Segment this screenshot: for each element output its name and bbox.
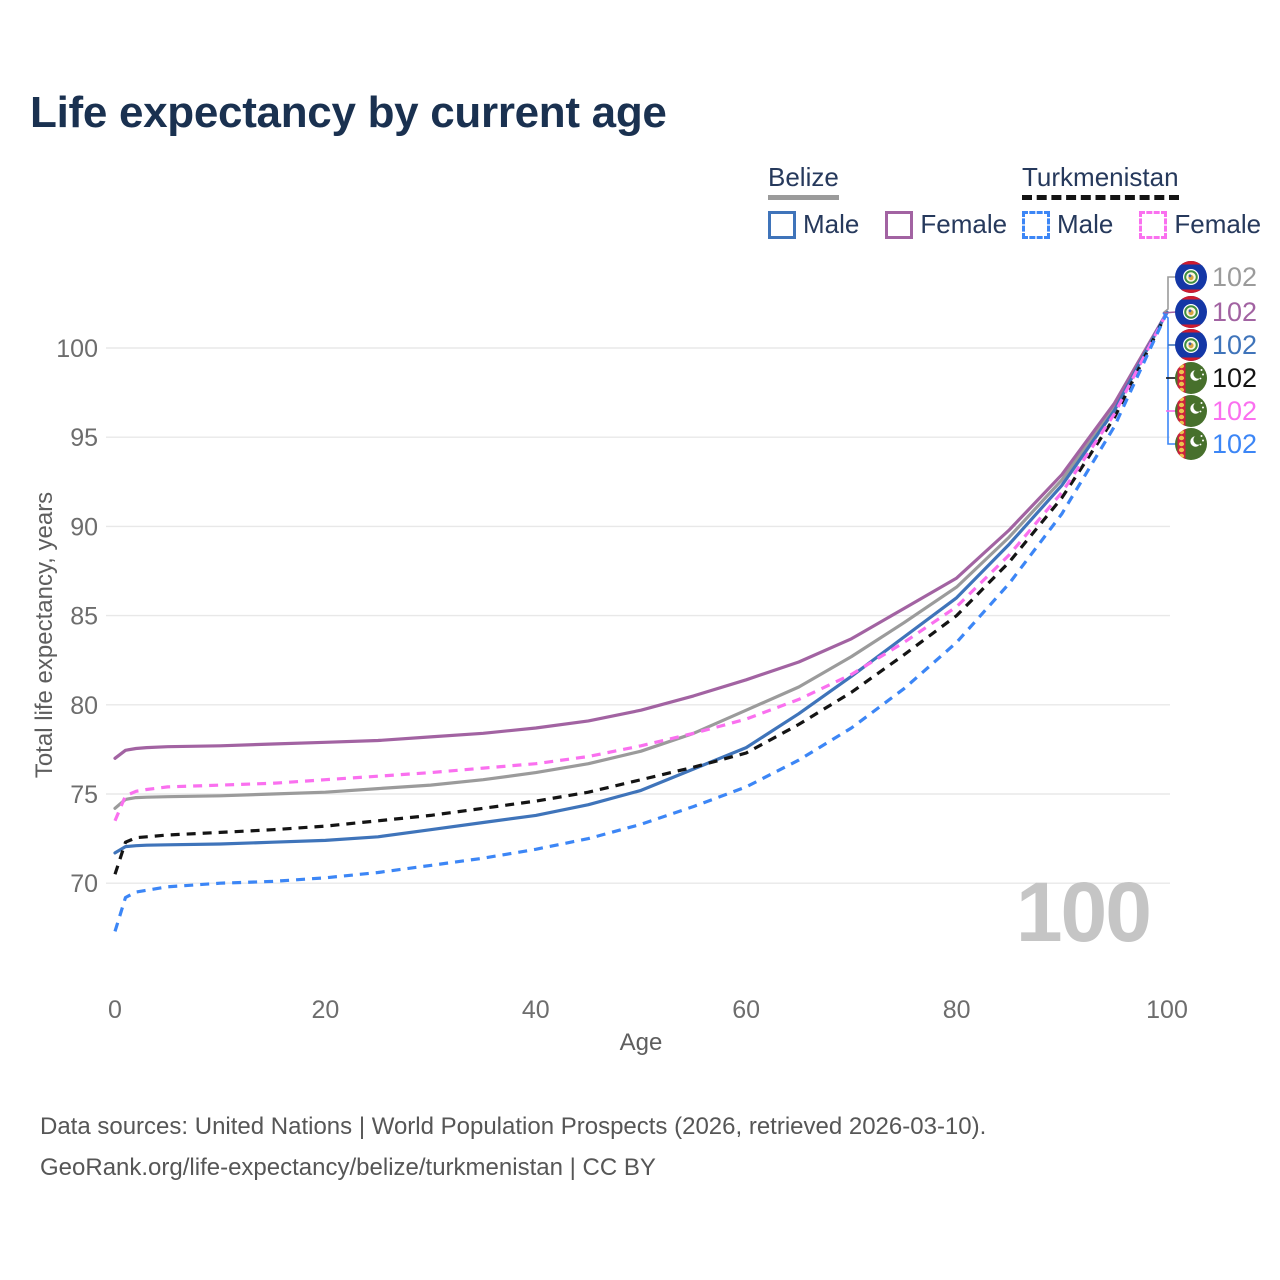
y-tick-label: 85: [70, 603, 98, 631]
belize-female-swatch-icon: [885, 210, 914, 239]
y-tick-label: 90: [70, 513, 98, 541]
y-tick-label: 75: [70, 781, 98, 809]
belize-male-swatch-icon: [768, 210, 796, 239]
x-tick-label: 0: [108, 996, 122, 1024]
footer: Data sources: United Nations | World Pop…: [40, 1106, 986, 1188]
legend-item-turkmenistan-female[interactable]: Female: [1139, 209, 1261, 240]
leader-line: [1162, 276, 1176, 314]
y-tick-label: 70: [70, 870, 98, 898]
legend-group-turkmenistan: Turkmenistan Male Female: [1022, 162, 1261, 240]
line-belize-all: [113, 310, 1169, 810]
end-label-turkmenistan-male: 102: [1212, 429, 1257, 459]
x-tick-label: 100: [1146, 996, 1188, 1024]
end-label-belize-all: 102: [1212, 262, 1257, 292]
end-label-turkmenistan-all: 102: [1212, 363, 1257, 393]
x-axis-title: Age: [620, 1029, 663, 1056]
x-tick-label: 40: [522, 996, 550, 1024]
turkmenistan-flag-icon: [1175, 362, 1207, 394]
end-label-belize-female: 102: [1212, 297, 1257, 327]
y-axis-title: Total life expectancy, years: [31, 492, 58, 778]
legend-item-turkmenistan-male[interactable]: Male: [1022, 209, 1113, 240]
turkmenistan-female-swatch-icon: [1139, 210, 1168, 239]
x-tick-label: 60: [732, 996, 760, 1024]
line-turkmenistan-female: [113, 311, 1169, 822]
line-belize-male: [113, 310, 1169, 855]
footer-attribution: GeoRank.org/life-expectancy/belize/turkm…: [40, 1154, 656, 1181]
y-tick-label: 95: [70, 424, 98, 452]
legend: Belize Male Female Turkmenistan Male: [0, 0, 1280, 250]
current-age-watermark: 100: [1015, 865, 1152, 959]
legend-country-turkmenistan[interactable]: Turkmenistan: [1022, 162, 1179, 200]
belize-flag-icon: [1175, 261, 1207, 293]
legend-item-belize-male[interactable]: Male: [768, 209, 859, 240]
line-belize-female: [113, 310, 1169, 760]
end-label-turkmenistan-female: 102: [1212, 396, 1257, 426]
turkmenistan-flag-icon: [1175, 395, 1207, 427]
legend-item-label: Female: [1174, 209, 1262, 239]
belize-flag-icon: [1175, 296, 1207, 328]
line-turkmenistan-male: [113, 311, 1169, 932]
legend-item-label: Male: [803, 209, 860, 239]
leader-line: [1162, 311, 1177, 314]
x-tick-label: 80: [943, 996, 971, 1024]
legend-item-label: Female: [920, 209, 1008, 239]
turkmenistan-male-swatch-icon: [1022, 210, 1050, 239]
legend-item-belize-female[interactable]: Female: [885, 209, 1007, 240]
page-title: Life expectancy by current age: [30, 88, 667, 137]
x-tick-label: 20: [311, 996, 339, 1024]
footer-data-sources: Data sources: United Nations | World Pop…: [40, 1113, 987, 1140]
belize-flag-icon: [1175, 329, 1207, 361]
legend-group-belize: Belize Male Female: [768, 162, 1007, 240]
y-tick-label: 80: [70, 692, 98, 720]
y-tick-label: 100: [56, 335, 98, 363]
turkmenistan-flag-icon: [1175, 428, 1207, 460]
legend-item-label: Male: [1057, 209, 1114, 239]
end-label-belize-male: 102: [1212, 330, 1257, 360]
leader-line: [1162, 312, 1176, 445]
legend-country-belize[interactable]: Belize: [768, 162, 839, 200]
